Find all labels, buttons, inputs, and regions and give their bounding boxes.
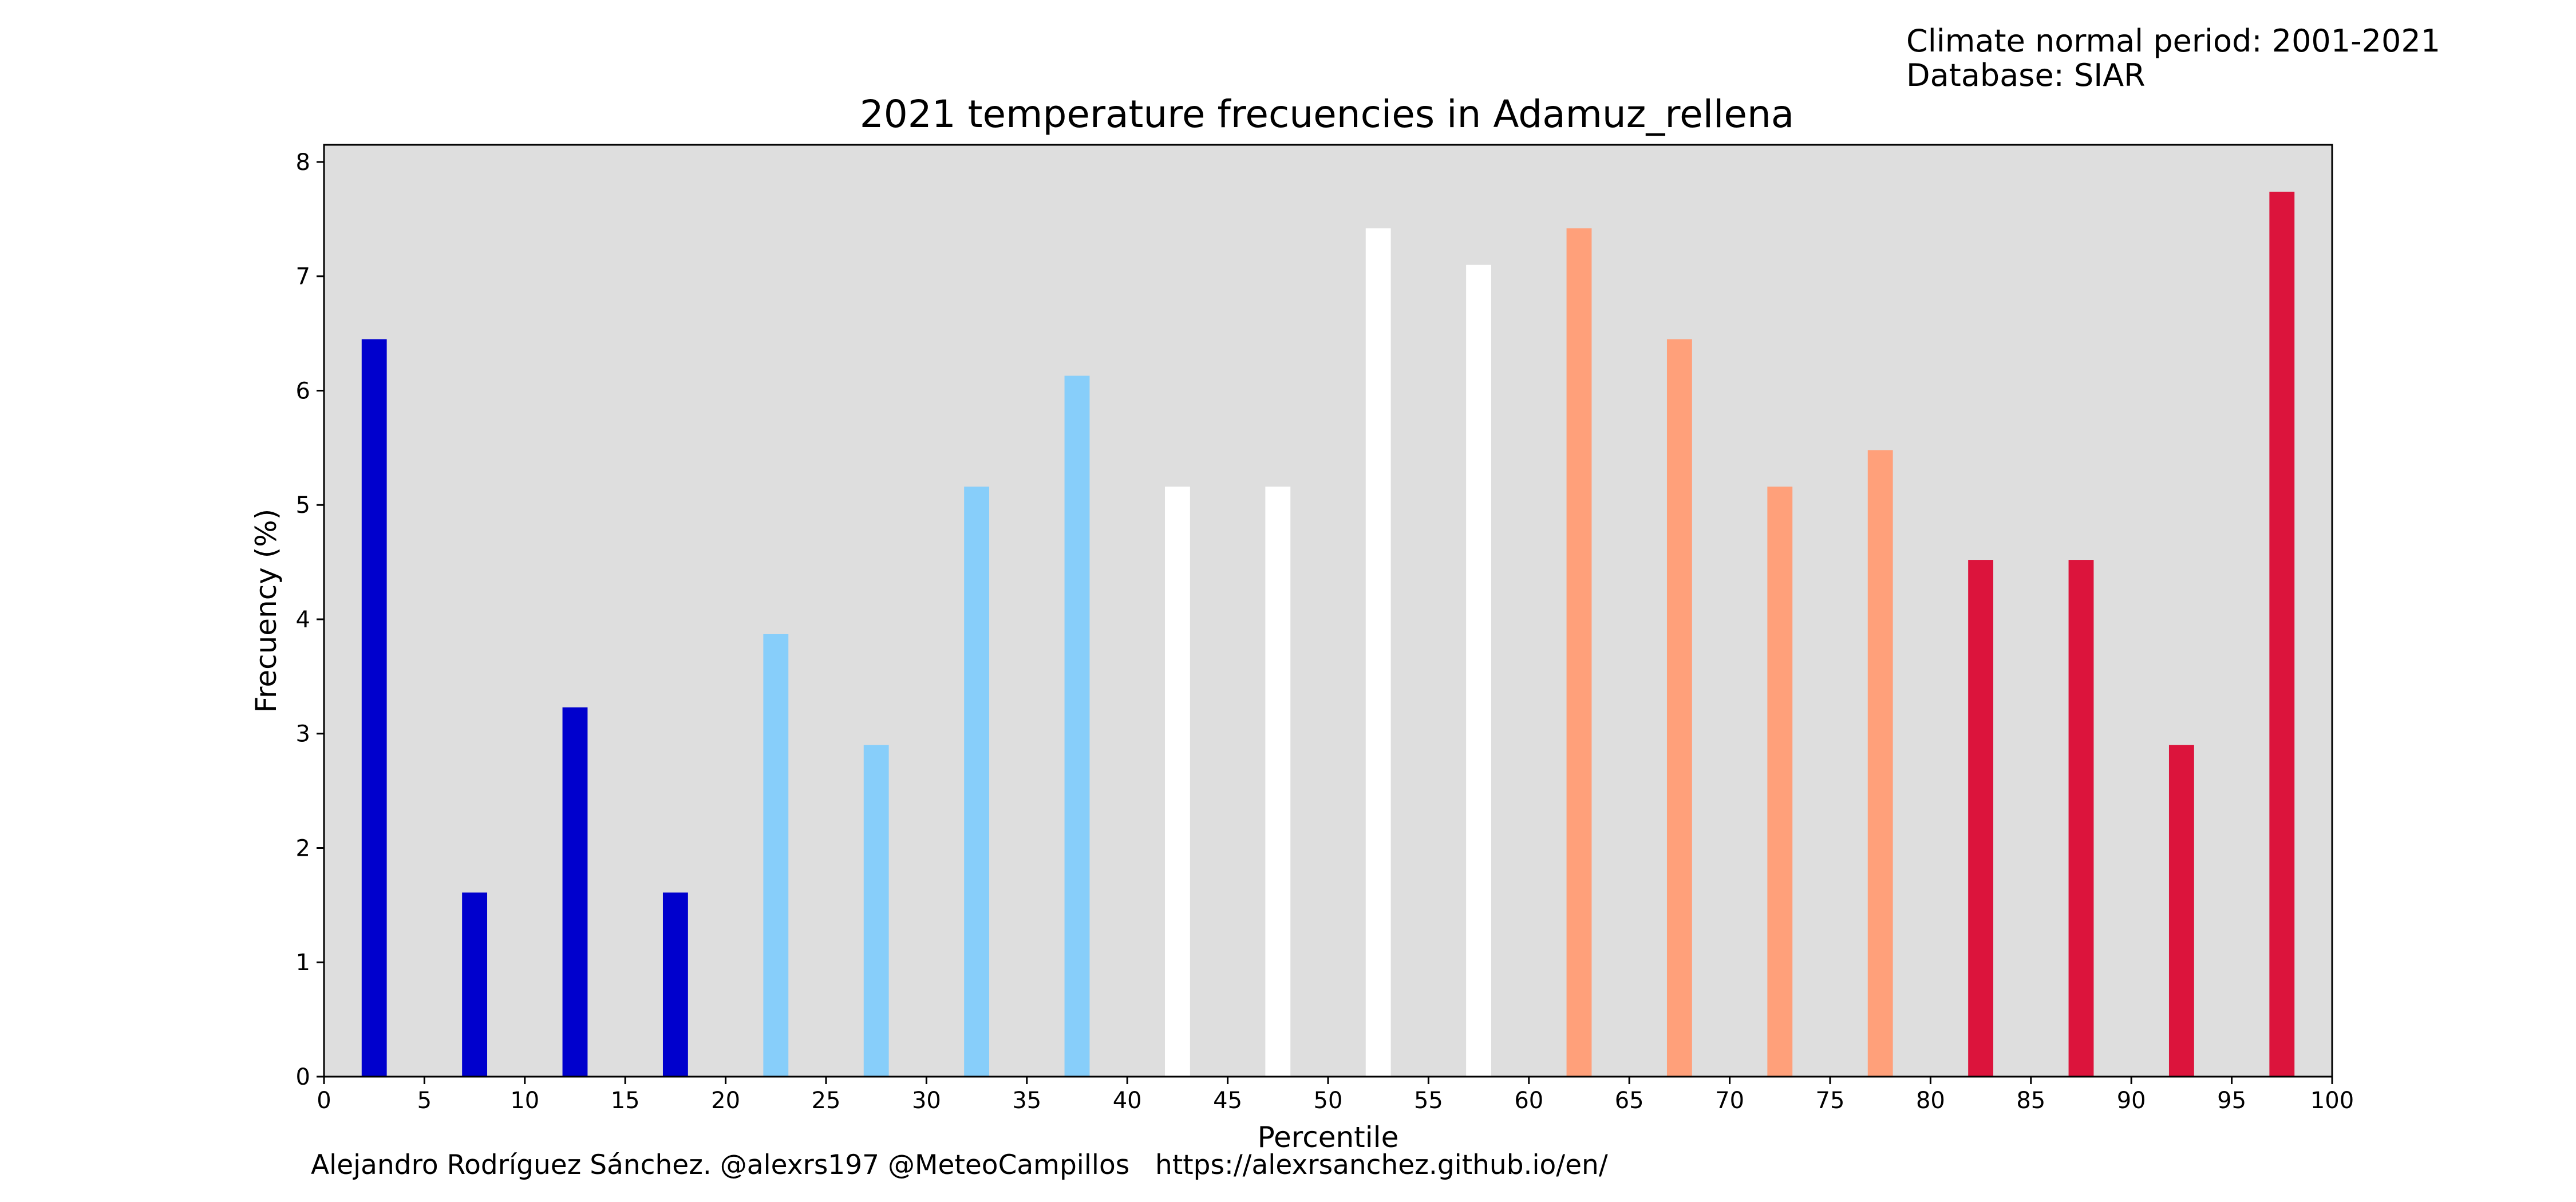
y-tick-label: 7 (296, 264, 310, 290)
bar-14 (1666, 339, 1692, 1077)
chart-title: 2021 temperature frecuencies in Adamuz_r… (860, 92, 1795, 136)
bar-3 (562, 707, 588, 1077)
bar-17 (1968, 560, 1994, 1077)
footer-credit: Alejandro Rodríguez Sánchez. @alexrs197 … (311, 1149, 1608, 1181)
x-tick-label: 80 (1916, 1088, 1945, 1114)
plot-frame (323, 144, 2333, 1078)
x-tick-label: 5 (417, 1088, 432, 1114)
x-tick-label: 35 (1012, 1088, 1041, 1114)
bar-9 (1164, 487, 1190, 1077)
y-tick-label: 5 (296, 492, 310, 519)
x-tick-label: 70 (1715, 1088, 1744, 1114)
plot-area (324, 145, 2332, 1077)
bar-15 (1767, 487, 1793, 1077)
x-tick-label: 0 (317, 1088, 331, 1114)
y-tick-label: 1 (296, 950, 310, 976)
bar-20 (2269, 191, 2295, 1077)
bar-7 (964, 487, 990, 1077)
x-tick-label: 90 (2117, 1088, 2146, 1114)
y-tick-label: 8 (296, 149, 310, 176)
y-tick-label: 6 (296, 378, 310, 404)
y-tick-label: 2 (296, 835, 310, 861)
x-tick-label: 20 (711, 1088, 740, 1114)
bar-1 (361, 339, 387, 1077)
x-tick-label: 45 (1213, 1088, 1242, 1114)
y-tick-label: 3 (296, 721, 310, 748)
x-tick-label: 55 (1414, 1088, 1443, 1114)
bar-2 (462, 892, 488, 1077)
y-tick-label: 0 (296, 1064, 310, 1090)
x-tick-label: 40 (1113, 1088, 1142, 1114)
bar-6 (863, 745, 889, 1077)
y-axis-ticks: 0 1 2 3 4 5 6 7 8 (296, 149, 324, 1090)
bar-19 (2168, 745, 2194, 1077)
x-tick-label: 10 (510, 1088, 539, 1114)
x-tick-label: 30 (912, 1088, 941, 1114)
bar-18 (2068, 560, 2094, 1077)
x-axis-ticks: 0 5 10 15 20 25 30 35 40 45 50 55 60 65 70 75 80 85 90 95 10… (317, 1077, 2354, 1114)
x-tick-label: 75 (1816, 1088, 1845, 1114)
bar-13 (1566, 228, 1592, 1077)
climate-period-label: Climate normal period: 2001-2021 (1906, 23, 2440, 59)
bars-group (361, 191, 2295, 1077)
y-tick-label: 4 (296, 607, 310, 633)
x-tick-label: 15 (611, 1088, 640, 1114)
x-axis-label: Percentile (1258, 1121, 1399, 1154)
x-tick-label: 60 (1514, 1088, 1543, 1114)
x-tick-label: 95 (2217, 1088, 2246, 1114)
bar-4 (662, 892, 688, 1077)
bar-11 (1365, 228, 1391, 1077)
bar-12 (1466, 264, 1492, 1077)
y-axis-label: Frecuency (%) (250, 509, 283, 713)
bar-10 (1265, 487, 1291, 1077)
x-tick-label: 65 (1615, 1088, 1644, 1114)
bar-8 (1064, 375, 1090, 1077)
database-label: Database: SIAR (1906, 57, 2146, 93)
x-tick-label: 100 (2310, 1088, 2354, 1114)
bar-16 (1867, 450, 1893, 1077)
x-tick-label: 25 (812, 1088, 841, 1114)
bar-5 (763, 634, 789, 1077)
x-tick-label: 50 (1314, 1088, 1343, 1114)
x-tick-label: 85 (2016, 1088, 2045, 1114)
